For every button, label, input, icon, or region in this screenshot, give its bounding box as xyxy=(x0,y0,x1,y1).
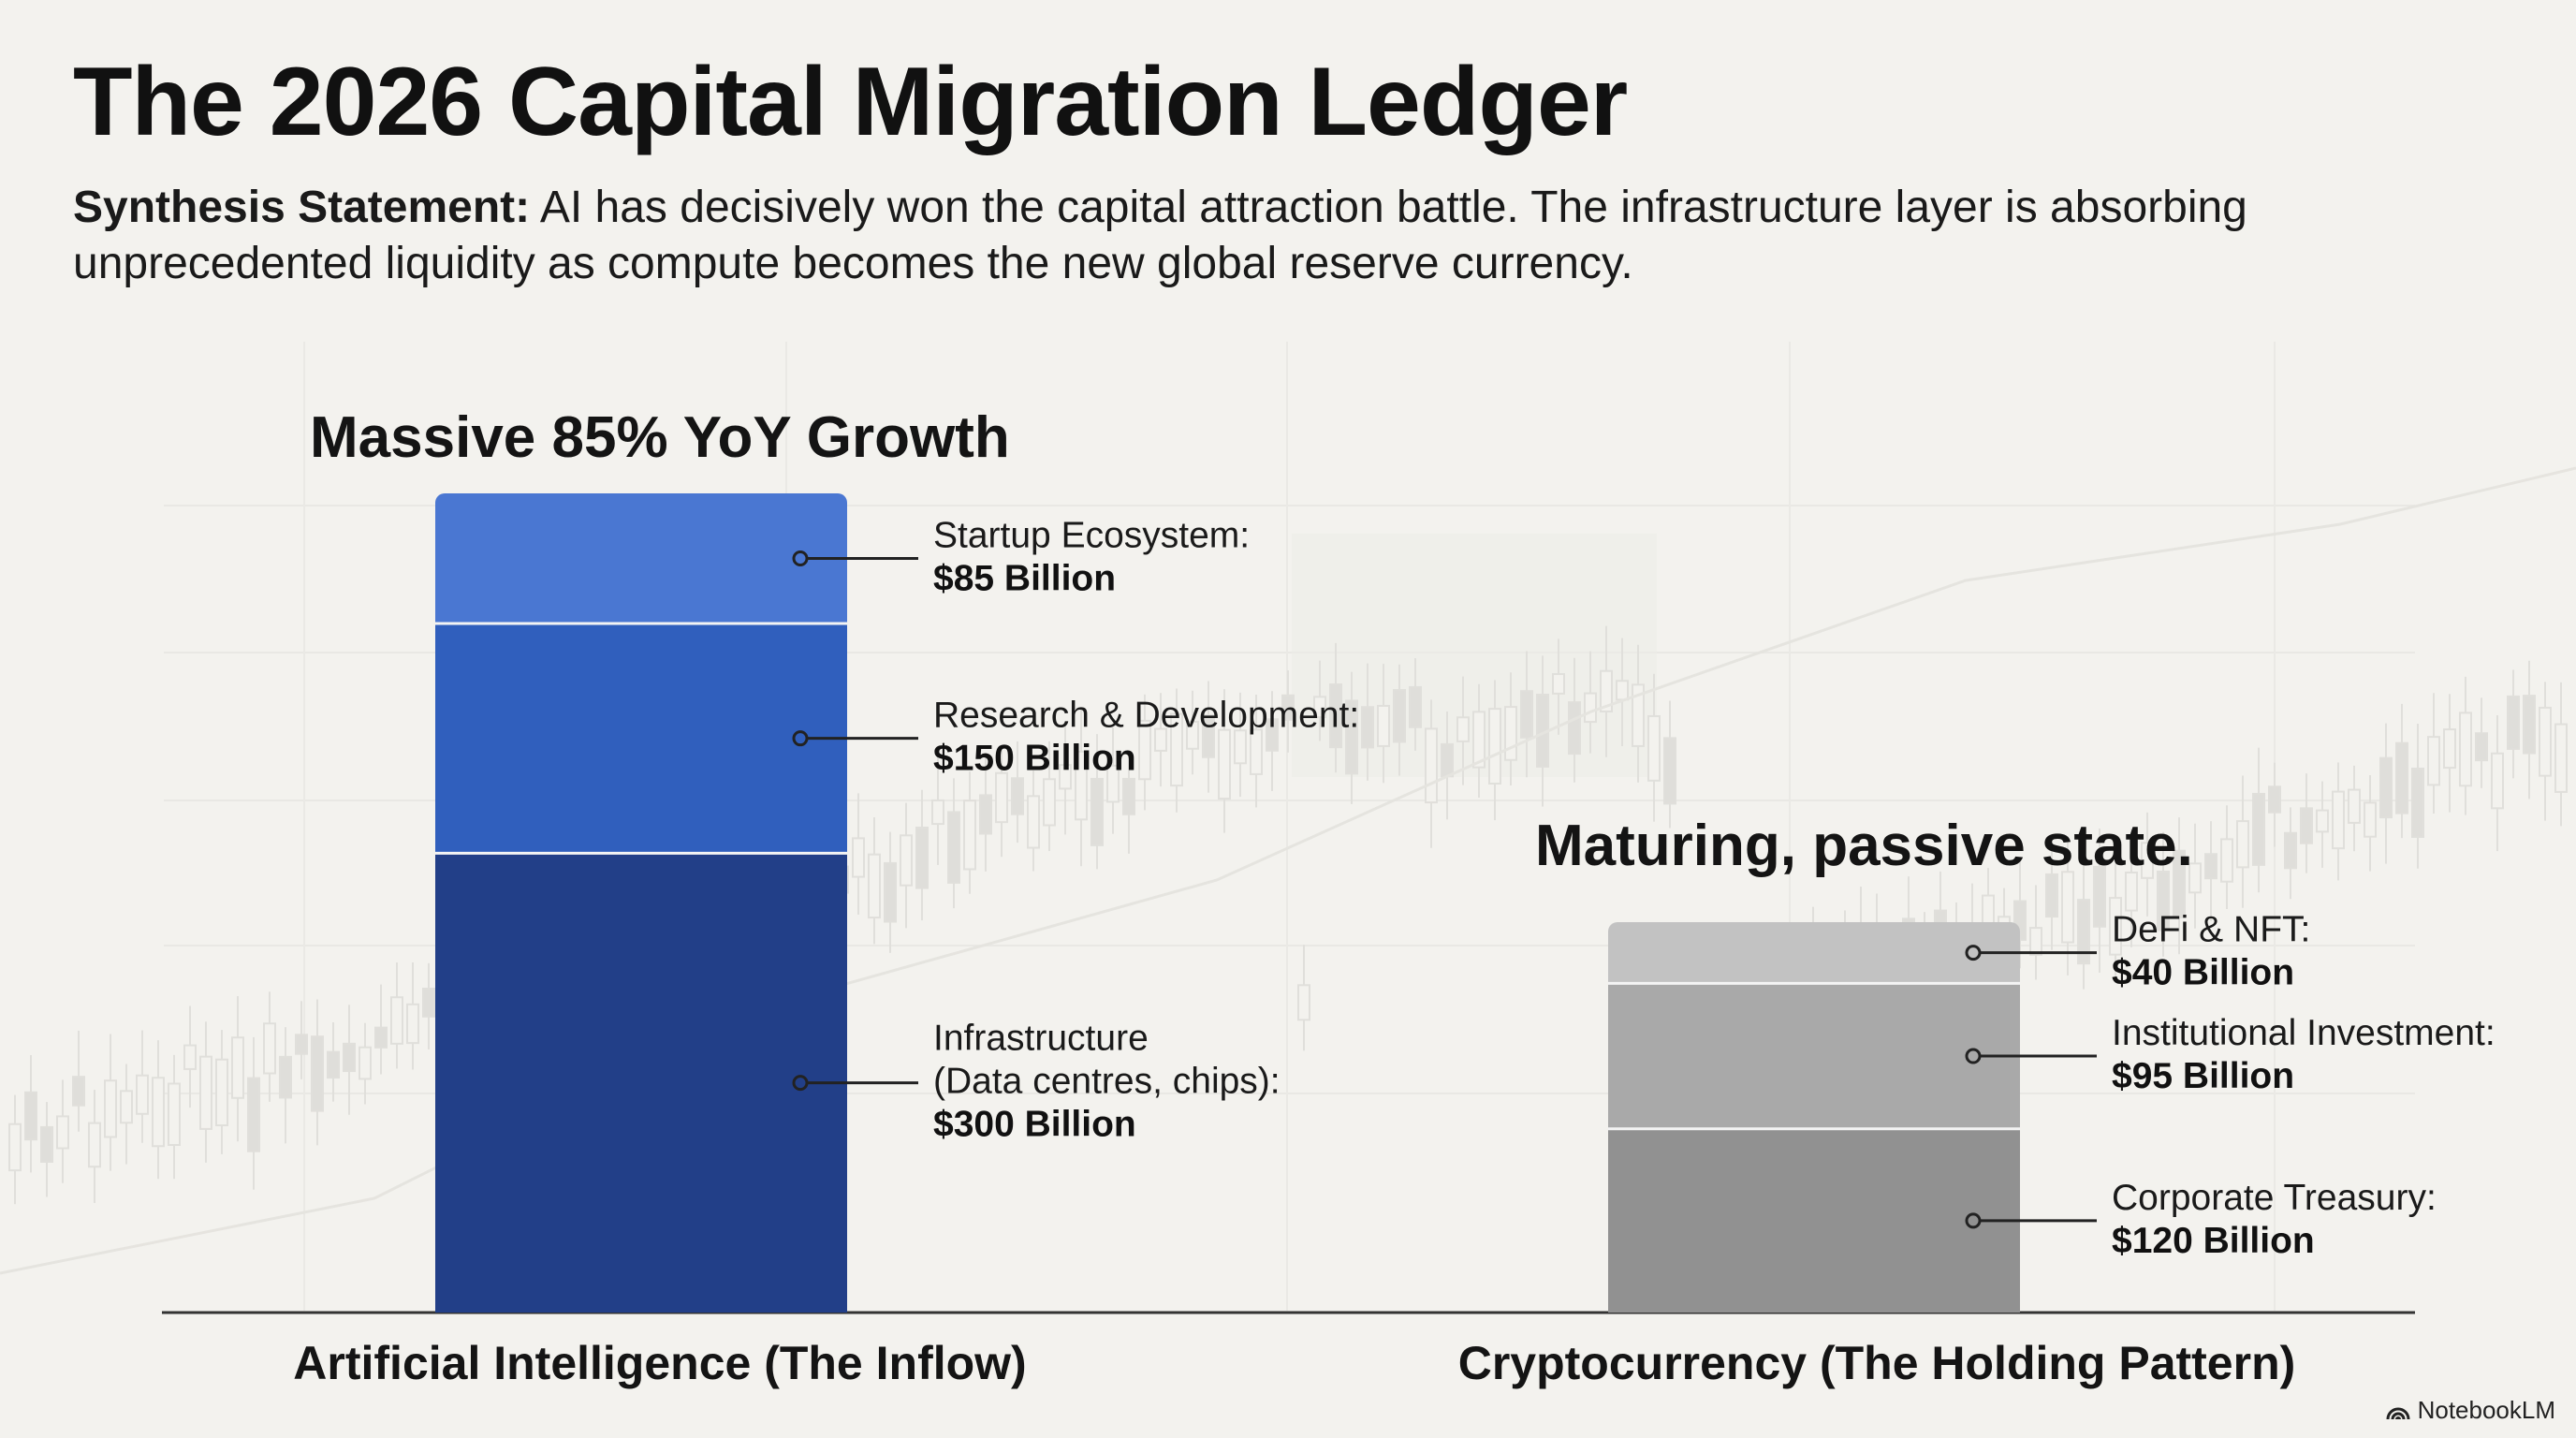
bar-segment xyxy=(1608,1128,2020,1313)
segment-label: (Data centres, chips): xyxy=(933,1062,1281,1102)
leader-marker xyxy=(792,730,809,747)
stack-0: Infrastructure(Data centres, chips):$300… xyxy=(293,405,1359,1389)
category-label: Artificial Intelligence (The Inflow) xyxy=(293,1337,1026,1389)
notebooklm-logo: NotebookLM xyxy=(2386,1396,2555,1425)
leader-marker xyxy=(792,550,809,567)
synthesis-statement: Synthesis Statement: AI has decisively w… xyxy=(73,180,2507,292)
segment-label: Startup Ecosystem: xyxy=(933,516,1250,556)
statement-label: Synthesis Statement: xyxy=(73,183,531,232)
segment-label: Infrastructure xyxy=(933,1019,1149,1059)
segment-label: DeFi & NFT: xyxy=(2112,910,2310,950)
segment-value-label: $150 Billion xyxy=(933,739,1136,779)
leader-marker xyxy=(792,1075,809,1092)
notebooklm-icon xyxy=(2386,1407,2410,1419)
bar-segment xyxy=(435,853,847,1313)
segment-value-label: $95 Billion xyxy=(2112,1056,2294,1096)
category-label: Cryptocurrency (The Holding Pattern) xyxy=(1458,1337,2296,1389)
leader-marker xyxy=(1965,945,1982,961)
stack-annotation: Massive 85% YoY Growth xyxy=(310,405,1010,470)
segment-label: Institutional Investment: xyxy=(2112,1013,2496,1053)
leader-marker xyxy=(1965,1212,1982,1229)
statement-text: AI has decisively won the capital attrac… xyxy=(73,183,2247,288)
bar-segment xyxy=(1608,921,2020,984)
logo-text: NotebookLM xyxy=(2417,1396,2555,1424)
segment-value-label: $120 Billion xyxy=(2112,1221,2315,1261)
segment-value-label: $300 Billion xyxy=(933,1105,1136,1145)
bar-segment xyxy=(1608,983,2020,1129)
leader-marker xyxy=(1965,1048,1982,1064)
stack-1: Corporate Treasury:$120 Billion Instituti… xyxy=(1458,814,2496,1389)
stack-annotation: Maturing, passive state. xyxy=(1535,814,2193,878)
bar-segment xyxy=(435,493,847,624)
bar-segment xyxy=(435,624,847,854)
segment-value-label: $85 Billion xyxy=(933,559,1116,599)
segment-label: Corporate Treasury: xyxy=(2112,1178,2437,1218)
page-title: The 2026 Capital Migration Ledger xyxy=(73,48,1628,156)
segment-value-label: $40 Billion xyxy=(2112,953,2294,993)
segment-label: Research & Development: xyxy=(933,696,1359,736)
